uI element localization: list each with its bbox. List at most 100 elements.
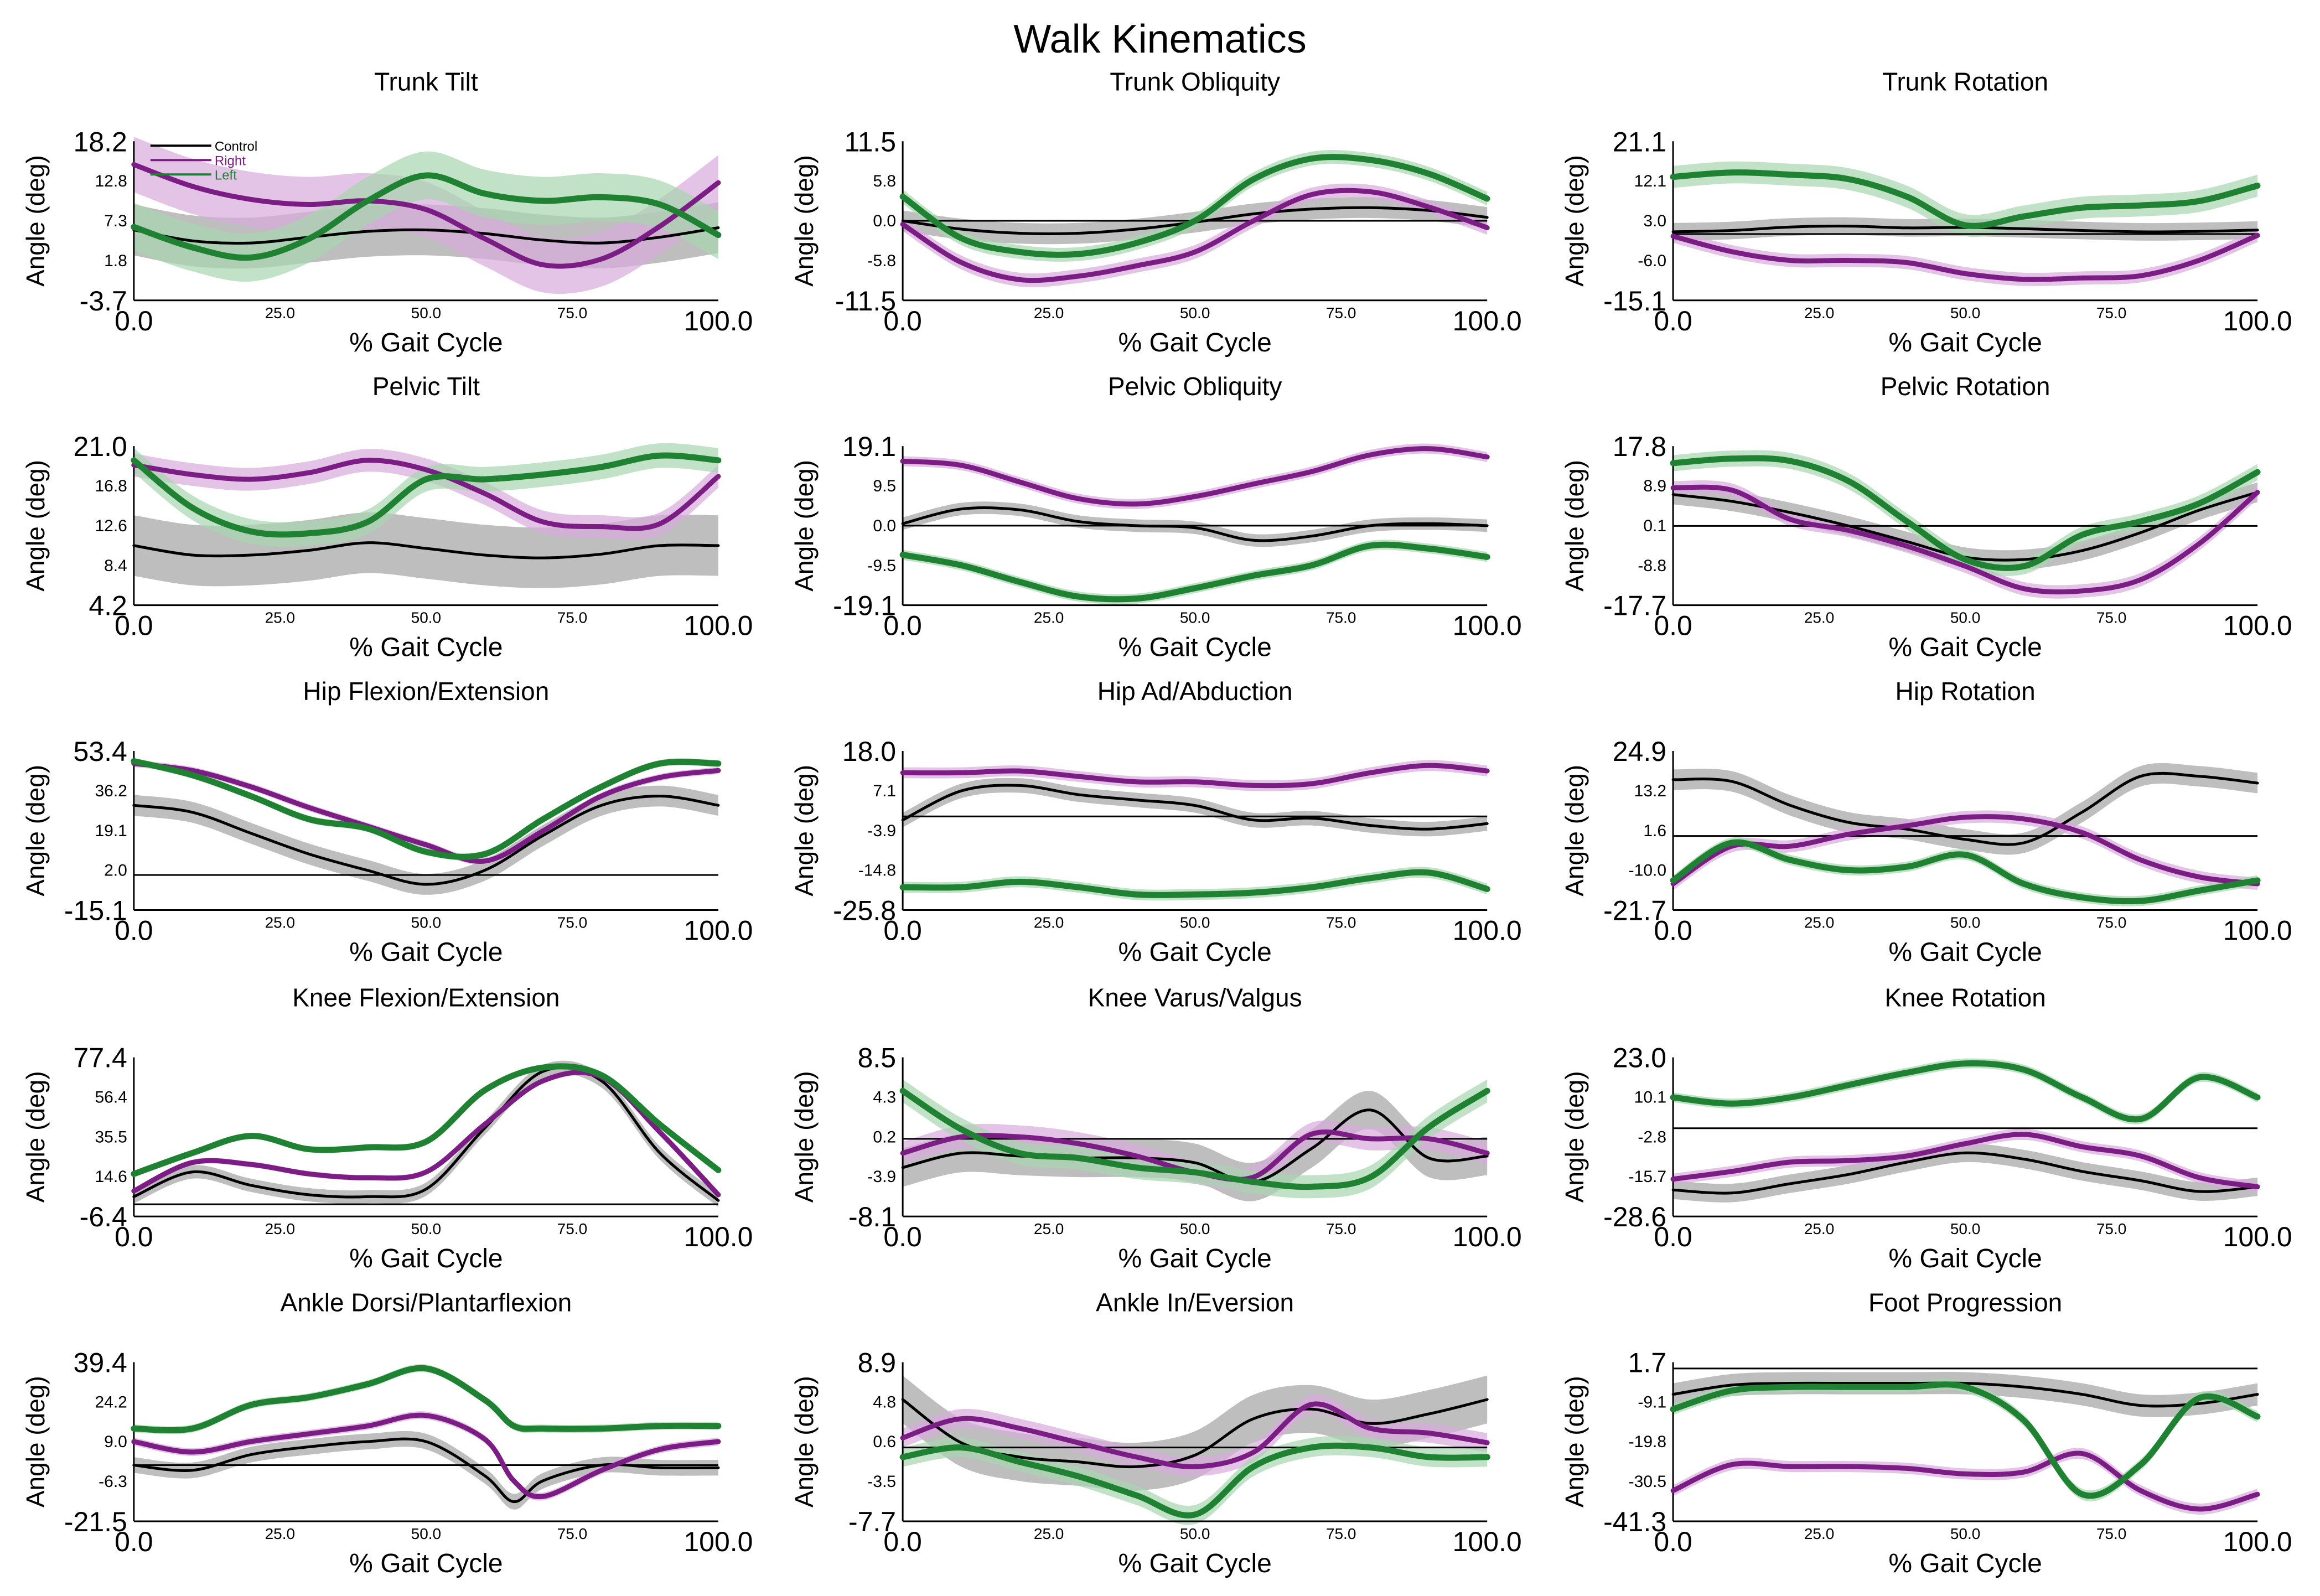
y-tick-label: -3.5 — [867, 1473, 896, 1491]
series-line-left — [1670, 455, 2261, 571]
series-line-right — [1670, 814, 2260, 887]
x-tick-label: 0.0 — [1654, 915, 1692, 946]
subplot-title: Hip Ad/Abduction — [1097, 677, 1293, 706]
y-tick-label: -7.7 — [848, 1506, 896, 1537]
series-line-right — [900, 763, 1490, 789]
x-tick-label: 75.0 — [2096, 609, 2127, 626]
band-right — [133, 449, 718, 540]
x-tick-label: 50.0 — [1950, 914, 1981, 931]
subplot-hip-flexion-extension: Hip Flexion/Extension 53.4 36.2 19.1 2.0 -15.… — [21, 677, 753, 967]
band-control — [903, 1091, 1488, 1201]
series-line-right — [1670, 232, 2260, 282]
x-tick-label: 100.0 — [2223, 1526, 2292, 1557]
x-axis-label: % Gait Cycle — [1118, 1244, 1271, 1273]
series-line-control — [901, 1108, 1489, 1184]
x-tick-label: 75.0 — [2096, 1220, 2127, 1237]
y-axis-label: Angle (deg) — [21, 155, 50, 287]
x-tick-label: 100.0 — [1453, 305, 1522, 336]
y-axis-label: Angle (deg) — [1560, 155, 1589, 287]
series-line-right — [131, 162, 721, 269]
x-tick-label: 25.0 — [1034, 1525, 1064, 1542]
y-tick-label: 56.4 — [95, 1088, 127, 1106]
y-tick-label: 8.9 — [858, 1347, 897, 1378]
y-tick-label: 19.1 — [95, 822, 127, 840]
y-tick-label: 24.9 — [1613, 736, 1666, 767]
x-tick-label: 0.0 — [115, 1526, 153, 1557]
subplot-title: Trunk Rotation — [1882, 67, 2048, 96]
y-tick-label: -41.3 — [1603, 1506, 1666, 1537]
subplot-trunk-tilt: Trunk Tilt 18.2 12.8 7.3 1.8 -3.70.0 25.0 50.0 7… — [21, 67, 753, 357]
series-line-right — [900, 446, 1490, 507]
y-tick-label: 23.0 — [1613, 1043, 1666, 1074]
y-axis-label: Angle (deg) — [21, 765, 50, 897]
subplot-title: Pelvic Tilt — [372, 372, 480, 401]
y-tick-label: 19.1 — [842, 431, 896, 462]
y-tick-label: 77.4 — [74, 1043, 127, 1074]
series-line-control — [132, 795, 720, 886]
x-axis-label: % Gait Cycle — [349, 938, 503, 967]
y-tick-label: -8.1 — [848, 1201, 896, 1232]
x-tick-label: 75.0 — [2096, 914, 2127, 931]
y-tick-label: 0.0 — [873, 517, 896, 535]
x-tick-label: 50.0 — [411, 914, 442, 931]
x-tick-label: 100.0 — [2223, 1221, 2292, 1252]
x-axis-label: % Gait Cycle — [1888, 328, 2042, 357]
series-line-left — [131, 1063, 722, 1177]
series-line-right — [900, 1401, 1490, 1469]
y-tick-label: 4.2 — [89, 590, 127, 621]
x-tick-label: 50.0 — [1180, 609, 1210, 626]
y-tick-label: 14.6 — [95, 1168, 127, 1186]
y-tick-label: 0.1 — [1643, 517, 1666, 535]
y-tick-label: -21.5 — [64, 1506, 127, 1537]
x-tick-label: 100.0 — [2223, 610, 2292, 641]
subplot-pelvic-rotation: Pelvic Rotation 17.8 8.9 0.1 -8.8 -17.70.0 25.… — [1560, 372, 2292, 662]
band-right — [133, 137, 718, 294]
subplot-pelvic-tilt: Pelvic Tilt 21.0 16.8 12.6 8.4 4.20.0 25.0 50.0… — [21, 372, 753, 662]
y-axis-label: Angle (deg) — [21, 1376, 50, 1507]
x-tick-label: 75.0 — [557, 609, 588, 626]
x-tick-label: 75.0 — [1326, 914, 1356, 931]
band-left — [1673, 450, 2258, 576]
x-tick-label: 75.0 — [2096, 1525, 2127, 1542]
y-tick-label: -30.5 — [1629, 1473, 1666, 1491]
band-left — [1673, 1058, 2258, 1125]
x-tick-label: 100.0 — [683, 1526, 753, 1557]
subplot-hip-ad-abduction: Hip Ad/Abduction 18.0 7.1 -3.9 -14.8 -25.80.0… — [790, 677, 1522, 967]
x-tick-label: 0.0 — [115, 915, 153, 946]
y-tick-label: -6.4 — [80, 1201, 127, 1232]
legend-label: Control — [215, 139, 257, 154]
series-line-left — [1670, 169, 2261, 229]
y-tick-label: 7.3 — [104, 212, 127, 230]
x-tick-label: 100.0 — [1453, 915, 1522, 946]
x-tick-label: 25.0 — [1034, 1220, 1064, 1237]
y-tick-label: -9.5 — [867, 557, 896, 575]
x-tick-label: 75.0 — [1326, 1525, 1356, 1542]
y-axis-label: Angle (deg) — [790, 460, 819, 592]
y-tick-label: 18.0 — [842, 736, 896, 767]
band-control — [903, 501, 1488, 547]
x-axis-label: % Gait Cycle — [1888, 1244, 2042, 1273]
x-tick-label: 0.0 — [883, 1221, 922, 1252]
x-axis-label: % Gait Cycle — [1118, 1549, 1271, 1578]
subplot-title: Foot Progression — [1868, 1288, 2062, 1317]
y-tick-label: -28.6 — [1603, 1201, 1666, 1232]
x-tick-label: 50.0 — [411, 304, 442, 322]
series-line-right — [1670, 1132, 2260, 1190]
y-tick-label: -21.7 — [1603, 895, 1666, 926]
y-tick-label: 8.4 — [104, 557, 127, 575]
x-tick-label: 25.0 — [265, 1525, 296, 1542]
x-tick-label: 100.0 — [683, 1221, 753, 1252]
x-tick-label: 50.0 — [1180, 1525, 1210, 1542]
y-tick-label: 39.4 — [74, 1347, 127, 1378]
x-axis-label: % Gait Cycle — [349, 328, 503, 357]
band-control — [1673, 1372, 2258, 1417]
x-tick-label: 25.0 — [1034, 609, 1064, 626]
y-tick-label: 36.2 — [95, 782, 127, 800]
y-tick-label: -2.8 — [1638, 1128, 1666, 1146]
y-tick-label: -10.0 — [1629, 862, 1666, 880]
series-line-control — [132, 226, 720, 245]
x-tick-label: 0.0 — [115, 610, 153, 641]
subplot-title: Trunk Tilt — [374, 67, 478, 96]
y-tick-label: -3.9 — [867, 1168, 896, 1186]
y-tick-label: 16.8 — [95, 477, 127, 495]
